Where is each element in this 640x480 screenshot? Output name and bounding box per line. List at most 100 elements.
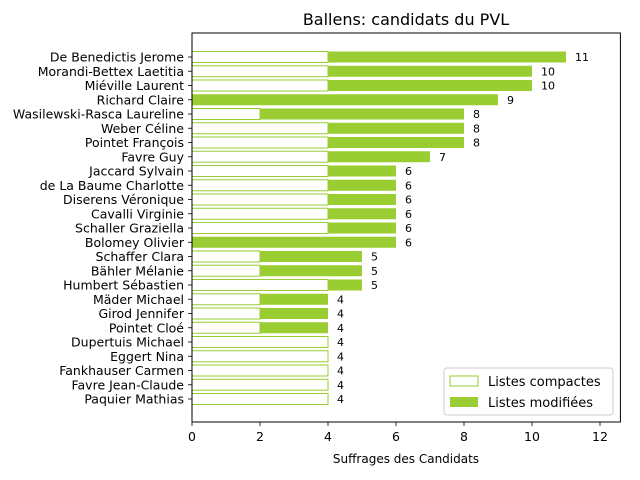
bar-modifiees: [328, 80, 532, 91]
bar-compactes: [191, 279, 329, 291]
bar-compactes: [191, 393, 329, 405]
bar-modifiees: [328, 51, 566, 63]
x-axis-ticks: 0 2 4 6 8 10 12: [188, 422, 608, 444]
legend-swatch-modifiees: [450, 397, 478, 407]
bar-modifiees: [260, 251, 362, 262]
category-label: Bolomey Olivier: [85, 235, 185, 250]
x-tick-label: 6: [392, 429, 400, 444]
category-label: Paquier Mathias: [84, 392, 184, 407]
category-label: Wasilewski-Rasca Laureline: [13, 107, 184, 122]
bar-compactes: [191, 193, 329, 206]
category-label: Miéville Laurent: [85, 78, 184, 93]
value-label: 10: [541, 80, 555, 93]
category-label: Diserens Véronique: [63, 192, 184, 207]
category-label: Pointet Cloé: [109, 320, 184, 335]
category-label: Eggert Nina: [110, 349, 184, 364]
category-label: Bähler Mélanie: [91, 263, 184, 278]
value-label: 6: [405, 179, 412, 192]
value-label: 6: [405, 165, 412, 178]
value-label: 4: [337, 322, 344, 335]
legend: Listes compactes Listes modifiées: [443, 367, 614, 416]
x-tick-label: 12: [592, 429, 608, 444]
bar-compactes: [191, 79, 329, 92]
legend-label-compactes: Listes compactes: [488, 375, 601, 390]
category-label: Humbert Sébastien: [63, 278, 184, 293]
category-label: Morandi-Bettex Laetitia: [38, 64, 184, 79]
value-label: 5: [371, 265, 378, 278]
category-label: Pointet François: [85, 135, 184, 150]
bar-modifiees: [328, 279, 362, 291]
bar-modifiees: [328, 222, 396, 234]
category-label: de La Baume Charlotte: [40, 178, 185, 193]
bar-modifiees: [328, 137, 464, 148]
bar-modifiees: [328, 65, 532, 77]
value-label: 6: [405, 208, 412, 221]
value-label: 10: [541, 65, 555, 78]
value-label: 5: [371, 279, 378, 292]
bar-modifiees: [192, 94, 498, 106]
value-label: 4: [337, 393, 344, 406]
value-label: 6: [405, 222, 412, 235]
value-label: 4: [337, 308, 344, 321]
value-label: 6: [405, 194, 412, 207]
value-label: 5: [371, 251, 378, 264]
x-tick-label: 8: [460, 429, 468, 444]
legend-label-modifiees: Listes modifiées: [488, 396, 593, 411]
bar-compactes: [191, 321, 261, 334]
category-label: Schaller Graziella: [75, 221, 184, 236]
bar-modifiees: [260, 108, 464, 120]
bar-compactes: [191, 165, 329, 177]
x-tick-label: 0: [188, 429, 196, 444]
category-label: Favre Jean-Claude: [71, 377, 184, 392]
bar-compactes: [191, 336, 329, 348]
value-label: 11: [575, 51, 589, 64]
value-label: 8: [473, 108, 480, 121]
category-label: Richard Claire: [97, 92, 185, 107]
bar-modifiees: [328, 179, 396, 191]
bar-modifiees: [192, 236, 396, 248]
category-label: Cavalli Virginie: [91, 206, 184, 221]
bar-modifiees: [328, 208, 396, 220]
bar-modifiees: [260, 322, 328, 334]
bar-modifiees: [328, 165, 396, 177]
bar-compactes: [191, 250, 261, 263]
bar-modifiees: [260, 293, 328, 305]
bar-compactes: [191, 378, 329, 391]
axes: [188, 32, 621, 423]
bar-compactes: [191, 293, 261, 306]
category-label: Dupertuis Michael: [71, 335, 184, 350]
category-label: Weber Céline: [101, 121, 184, 136]
category-label: Favre Guy: [121, 149, 184, 164]
category-label: Fankhauser Carmen: [59, 363, 184, 378]
bar-modifiees: [260, 265, 362, 277]
bar-compactes: [191, 122, 329, 135]
bar-compactes: [191, 108, 261, 120]
bar-compactes: [191, 264, 261, 277]
bar-compactes: [191, 207, 329, 220]
chart-title: Ballens: candidats du PVL: [303, 10, 509, 29]
value-label: 4: [337, 379, 344, 392]
category-label: Jaccard Sylvain: [88, 164, 184, 179]
value-label: 4: [337, 293, 344, 306]
value-label: 9: [507, 94, 514, 107]
bar-modifiees: [328, 122, 464, 134]
x-tick-label: 4: [324, 429, 332, 444]
bar-compactes: [191, 51, 329, 63]
value-label: 8: [473, 122, 480, 135]
bar-compactes: [191, 136, 329, 149]
x-tick-label: 2: [256, 429, 264, 444]
legend-box: [443, 367, 614, 416]
x-axis-label: Suffrages des Candidats: [333, 452, 479, 466]
bar-compactes: [191, 65, 329, 78]
bar-compactes: [191, 350, 329, 363]
bar-compactes: [191, 179, 329, 192]
legend-swatch-compactes: [449, 375, 479, 387]
bar-modifiees: [328, 151, 430, 163]
category-label: Schaffer Clara: [96, 249, 184, 264]
category-label: De Benedictis Jerome: [50, 50, 184, 65]
bar-compactes: [191, 307, 261, 320]
bar-compactes: [191, 364, 329, 377]
bar-compactes: [191, 222, 329, 234]
